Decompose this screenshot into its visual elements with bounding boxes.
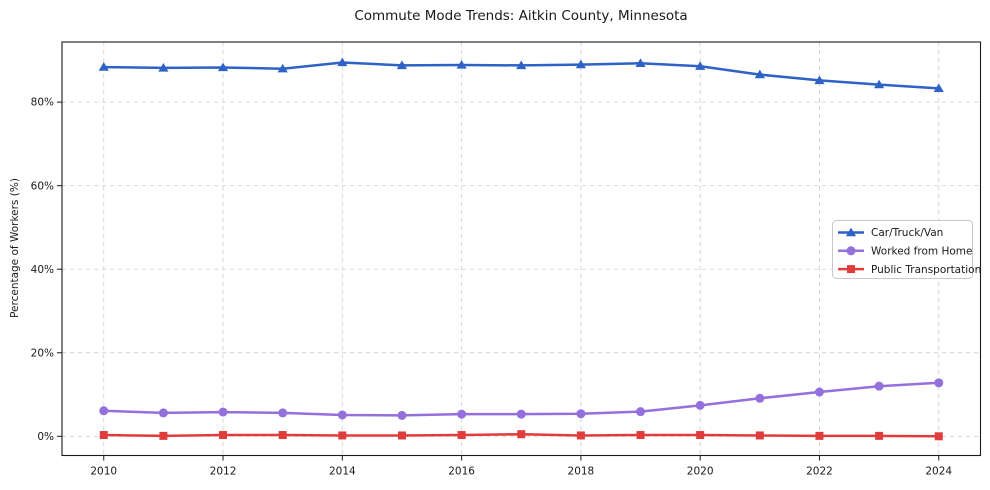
axes-spines	[61, 41, 982, 457]
data-point-marker	[456, 60, 467, 69]
data-point-marker	[845, 227, 857, 237]
data-point-marker	[695, 61, 706, 70]
series-worked-from-home	[99, 378, 944, 420]
data-point-marker	[874, 381, 884, 391]
legend-label: Worked from Home	[871, 246, 972, 258]
data-point-marker	[576, 431, 585, 440]
data-point-marker	[337, 57, 348, 67]
data-point-marker	[696, 431, 705, 440]
data-point-marker	[934, 378, 944, 388]
y-tick-label: 80%	[31, 97, 54, 109]
series-public-transportation	[99, 430, 943, 441]
data-point-marker	[99, 431, 108, 440]
x-tick-label: 2012	[210, 466, 237, 478]
data-point-marker	[695, 400, 705, 410]
data-point-marker	[337, 410, 347, 420]
data-point-marker	[636, 431, 645, 440]
data-point-marker	[847, 265, 855, 274]
y-tick-label: 20%	[31, 347, 54, 359]
data-point-marker	[636, 407, 646, 417]
data-point-marker	[755, 393, 765, 403]
y-axis-label: Percentage of Workers (%)	[9, 178, 21, 318]
data-point-marker	[754, 69, 765, 79]
data-point-marker	[99, 406, 109, 416]
data-point-marker	[815, 431, 824, 440]
legend: Car/Truck/Van Worked from Home Public Tran…	[832, 220, 981, 279]
x-tick-label: 2020	[687, 466, 714, 478]
data-point-marker	[159, 431, 168, 440]
data-point-marker	[457, 409, 467, 419]
legend-label: Car/Truck/Van	[871, 227, 943, 239]
legend-box	[832, 220, 973, 279]
data-point-marker	[875, 431, 884, 440]
data-point-marker	[457, 431, 466, 440]
data-point-marker	[277, 63, 288, 73]
chart-title: Commute Mode Trends: Aitkin County, Minn…	[354, 8, 688, 24]
data-point-marker	[397, 431, 406, 440]
data-point-marker	[517, 430, 526, 439]
data-point-marker	[217, 62, 229, 72]
data-point-marker	[814, 387, 824, 397]
data-point-marker	[575, 59, 586, 69]
gridlines	[62, 42, 981, 456]
data-point-marker	[846, 246, 856, 256]
legend-item-worked-from-home: Worked from Home	[838, 246, 972, 258]
data-point-marker	[516, 60, 527, 70]
x-tick-label: 2010	[90, 466, 117, 478]
y-tick-label: 60%	[31, 180, 54, 192]
data-point-marker	[396, 60, 408, 70]
x-tick-label: 2018	[568, 466, 595, 478]
legend-label: Public Transportation	[871, 264, 981, 276]
data-point-marker	[278, 408, 288, 418]
legend-item-car-truck-van: Car/Truck/Van	[838, 227, 943, 239]
legend-item-public-transportation: Public Transportation	[838, 264, 981, 276]
data-point-marker	[219, 431, 228, 440]
data-point-marker	[278, 431, 287, 440]
x-tick-label: 2022	[806, 466, 833, 478]
data-point-marker	[158, 408, 168, 418]
axis-ticks: 0% 20% 40% 60% 80% 2010 2012 2014 2016 2018 2020 20…	[31, 97, 953, 478]
data-point-marker	[158, 62, 169, 72]
y-tick-label: 40%	[31, 264, 54, 276]
data-point-marker	[338, 431, 347, 440]
data-point-marker	[98, 62, 109, 71]
data-point-marker	[576, 409, 586, 419]
x-tick-label: 2024	[925, 466, 952, 478]
data-point-marker	[814, 75, 825, 85]
data-point-marker	[933, 83, 944, 93]
data-point-marker	[755, 431, 764, 440]
data-point-marker	[516, 409, 526, 419]
data-point-marker	[397, 410, 407, 420]
data-point-marker	[635, 58, 646, 68]
data-point-marker	[874, 79, 885, 89]
y-tick-label: 0%	[37, 431, 54, 443]
data-point-marker	[934, 432, 943, 441]
data-point-marker	[218, 407, 228, 417]
series-car-truck-van	[98, 57, 944, 93]
x-tick-label: 2016	[448, 466, 475, 478]
x-tick-label: 2014	[329, 466, 356, 478]
